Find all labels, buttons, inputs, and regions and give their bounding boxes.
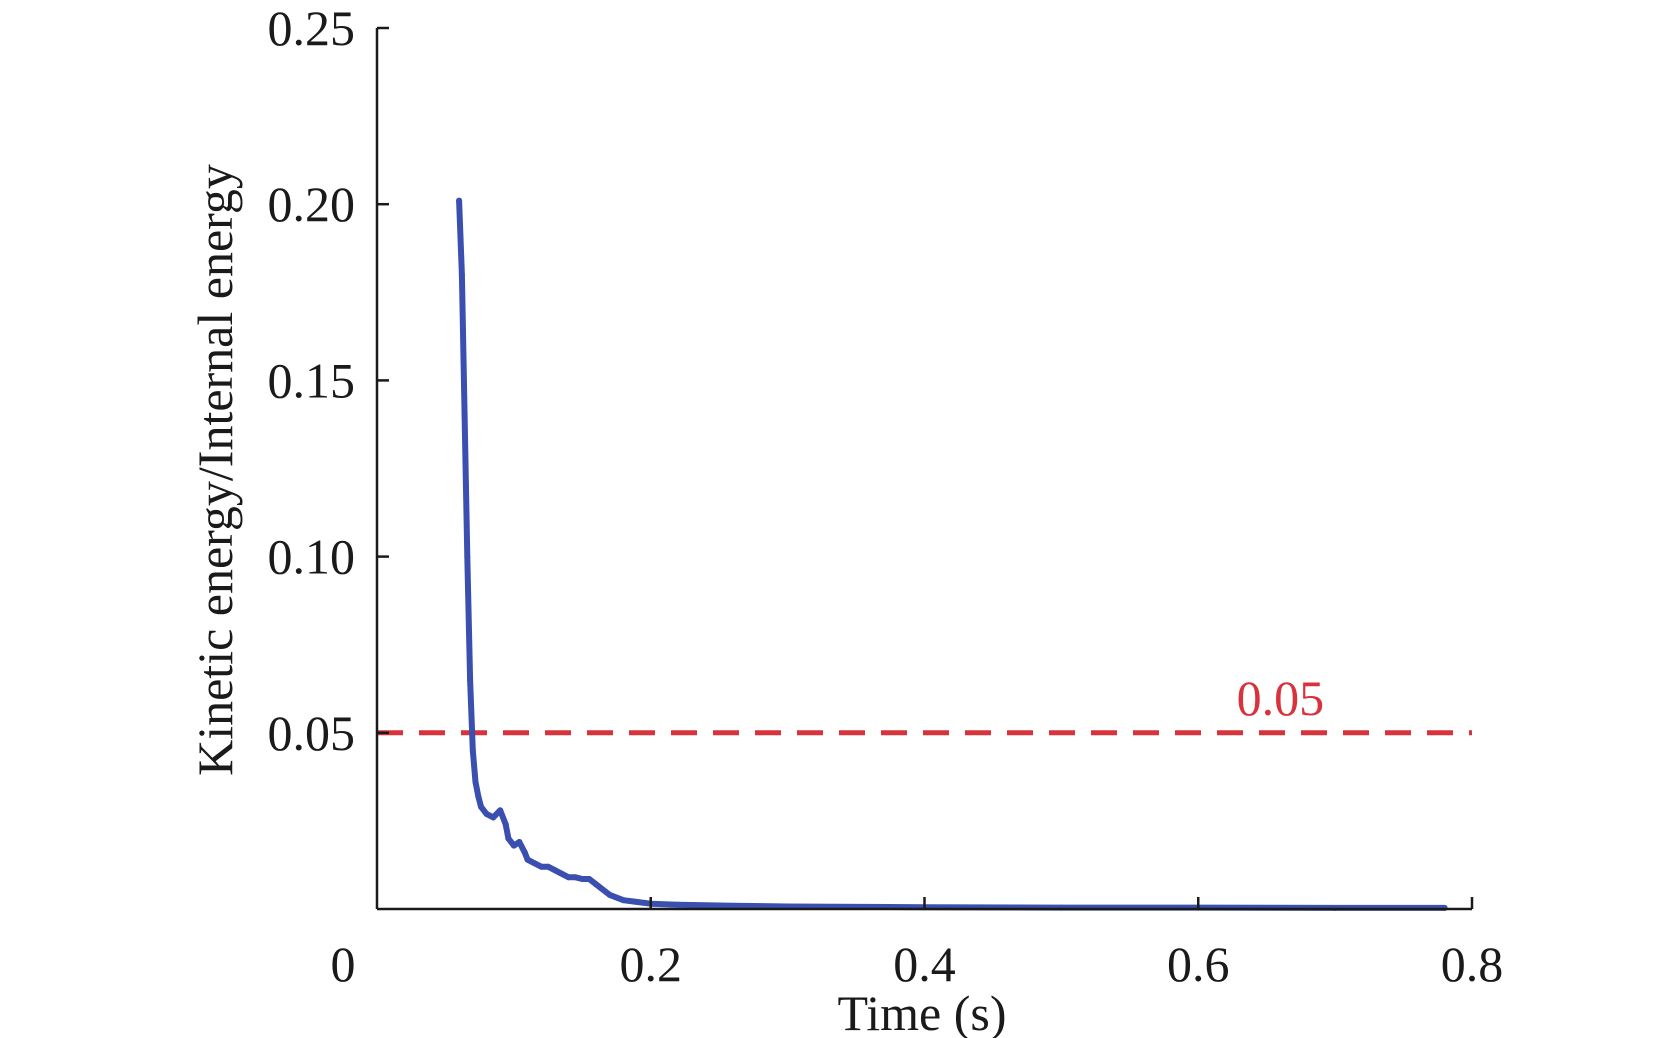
data-point — [461, 412, 468, 419]
data-point — [502, 821, 509, 828]
data-point — [475, 793, 482, 800]
x-tick-label: 0 — [331, 936, 356, 992]
data-point — [458, 271, 465, 278]
axes — [375, 26, 1474, 911]
tick-labels: 0.05 0.10 0.15 0.20 0.25 0 0.2 0.4 0.6 0.8 — [268, 0, 1504, 992]
data-point — [551, 867, 558, 874]
data-point — [490, 814, 497, 821]
data-point — [472, 779, 479, 786]
data-point — [558, 870, 565, 877]
data-point — [483, 810, 490, 817]
x-tick-label: 0.8 — [1441, 936, 1504, 992]
data-point — [478, 803, 485, 810]
y-tick-label: 0.20 — [268, 176, 356, 232]
data-point — [606, 891, 613, 898]
y-tick-label: 0.15 — [268, 352, 356, 408]
x-tick-label: 0.2 — [620, 936, 683, 992]
x-tick-label: 0.6 — [1167, 936, 1230, 992]
y-tick-label: 0.10 — [268, 529, 356, 585]
data-point — [729, 902, 736, 909]
data-point — [545, 863, 552, 870]
series-line — [456, 197, 1448, 911]
x-tick-label: 0.4 — [893, 936, 956, 992]
data-point — [456, 197, 463, 204]
data-point — [510, 842, 517, 849]
x-axis-title: Time (s) — [837, 985, 1006, 1038]
data-point — [497, 807, 504, 814]
data-point — [516, 839, 523, 846]
data-point — [521, 849, 528, 856]
y-tick-label: 0.05 — [268, 705, 356, 761]
data-point — [620, 897, 627, 904]
data-point — [524, 856, 531, 863]
data-point — [593, 881, 599, 888]
plot-area: 0.05 — [377, 197, 1472, 911]
data-point — [538, 863, 545, 870]
data-point — [531, 860, 538, 867]
data-point — [467, 676, 474, 683]
reference-line-label: 0.05 — [1237, 670, 1325, 726]
data-point — [469, 747, 476, 754]
data-point — [572, 874, 579, 881]
y-tick-label: 0.25 — [268, 0, 356, 56]
data-point — [586, 876, 593, 883]
data-point — [505, 835, 512, 842]
data-point — [464, 553, 471, 560]
data-point — [675, 901, 682, 908]
y-axis-title: Kinetic energy/Internal energy — [187, 164, 243, 776]
data-point — [565, 874, 572, 881]
data-point — [579, 876, 586, 883]
